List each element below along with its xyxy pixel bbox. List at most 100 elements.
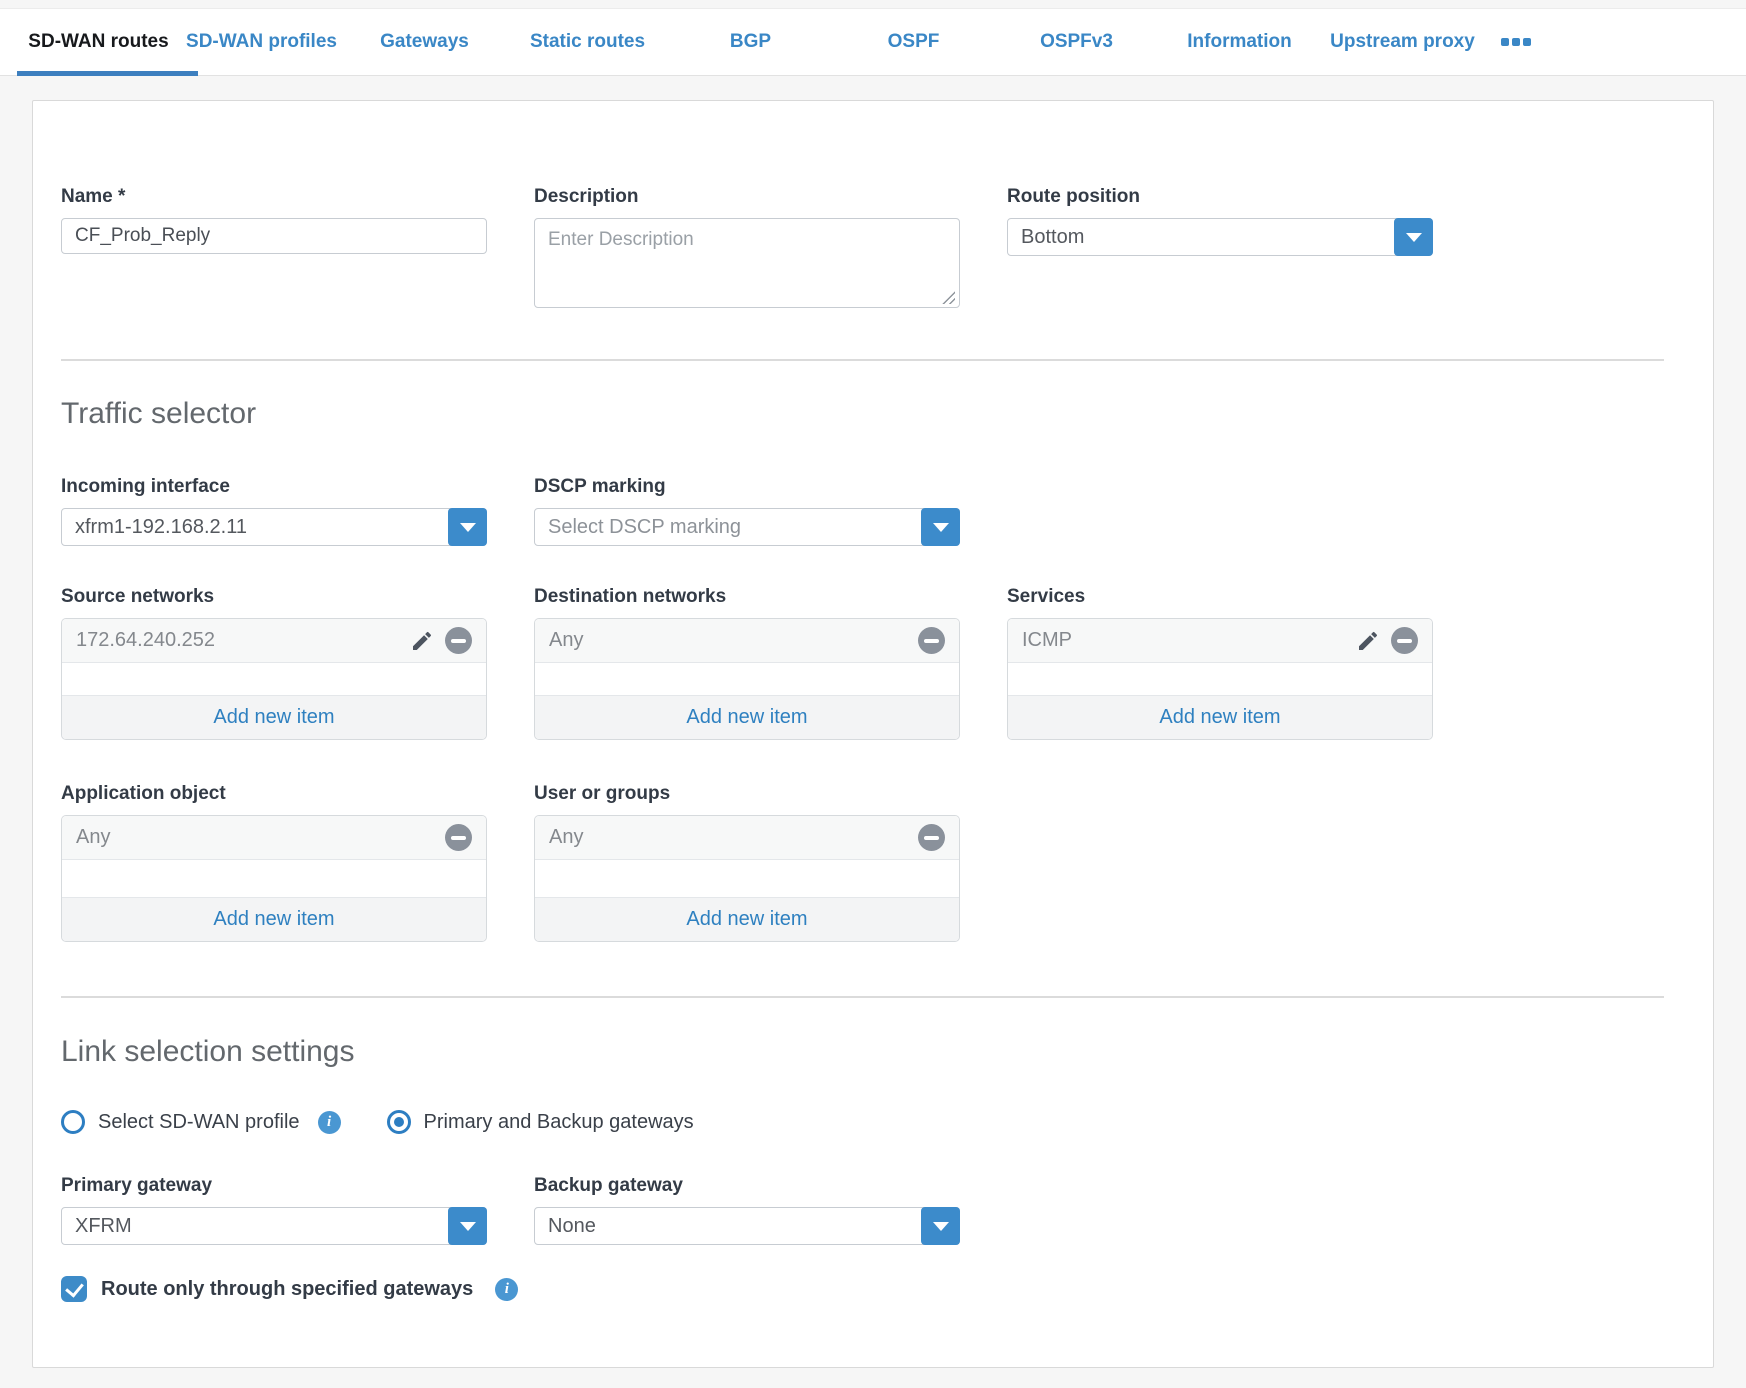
tab-sdwan-routes[interactable]: SD-WAN routes bbox=[17, 9, 198, 76]
dscp-marking-placeholder: Select DSCP marking bbox=[548, 515, 742, 538]
primary-gateway-select[interactable]: XFRM bbox=[61, 1207, 487, 1245]
description-field-group: Description bbox=[534, 186, 960, 313]
section-divider bbox=[61, 359, 1664, 361]
info-icon[interactable]: i bbox=[495, 1277, 519, 1301]
ellipsis-icon bbox=[1512, 38, 1520, 46]
services-label: Services bbox=[1007, 586, 1086, 607]
add-new-item-button[interactable]: Add new item bbox=[535, 695, 959, 739]
dscp-marking-label: DSCP marking bbox=[534, 476, 666, 497]
remove-item-icon[interactable] bbox=[1391, 627, 1418, 654]
backup-gateway-select[interactable]: None bbox=[534, 1207, 960, 1245]
list-item-value: 172.64.240.252 bbox=[76, 629, 216, 651]
list-spacer bbox=[62, 663, 486, 695]
source-networks-group: Source networks 172.64.240.252 Add new i… bbox=[61, 586, 487, 740]
list-item: Any bbox=[535, 816, 959, 860]
tab-sdwan-profiles[interactable]: SD-WAN profiles bbox=[186, 31, 337, 52]
description-textarea[interactable] bbox=[534, 218, 960, 308]
description-label: Description bbox=[534, 186, 639, 207]
source-networks-label: Source networks bbox=[61, 586, 215, 607]
radio-select-sdwan-profile[interactable]: Select SD-WAN profile bbox=[61, 1110, 300, 1134]
list-item-value: Any bbox=[76, 826, 111, 848]
add-new-item-button[interactable]: Add new item bbox=[1008, 695, 1432, 739]
gateways-row: Primary gateway XFRM Backup gateway None bbox=[61, 1175, 1685, 1245]
add-new-item-button[interactable]: Add new item bbox=[535, 897, 959, 941]
checkbox-checked-icon[interactable] bbox=[61, 1276, 87, 1302]
chevron-down-icon bbox=[932, 1221, 949, 1231]
dropdown-button[interactable] bbox=[921, 1207, 960, 1245]
tab-ospf[interactable]: OSPF bbox=[887, 31, 940, 52]
name-field-group: Name * bbox=[61, 186, 487, 313]
application-user-row: Application object Any Add new item User… bbox=[61, 783, 1685, 942]
name-label-text: Name bbox=[61, 186, 113, 207]
user-or-groups-group: User or groups Any Add new item bbox=[534, 783, 960, 942]
radio-primary-backup-gateways[interactable]: Primary and Backup gateways bbox=[386, 1110, 694, 1134]
route-position-select[interactable]: Bottom bbox=[1007, 218, 1433, 256]
remove-item-icon[interactable] bbox=[445, 824, 472, 851]
edit-pencil-icon[interactable] bbox=[1356, 629, 1380, 653]
list-item-value: Any bbox=[549, 826, 584, 848]
radio-label: Select SD-WAN profile bbox=[98, 1110, 300, 1133]
incoming-interface-field-group: Incoming interface xfrm1-192.168.2.11 bbox=[61, 476, 487, 546]
backup-gateway-value: None bbox=[548, 1214, 596, 1237]
add-new-item-button[interactable]: Add new item bbox=[62, 695, 486, 739]
route-position-field-group: Route position Bottom bbox=[1007, 186, 1433, 313]
interface-row: Incoming interface xfrm1-192.168.2.11 DS… bbox=[61, 476, 1685, 546]
traffic-selector-title: Traffic selector bbox=[61, 397, 257, 430]
chevron-down-icon bbox=[932, 522, 949, 532]
tab-information[interactable]: Information bbox=[1187, 31, 1292, 52]
remove-item-icon[interactable] bbox=[918, 627, 945, 654]
route-only-checkbox-row: Route only through specified gateways i bbox=[61, 1276, 1685, 1302]
list-item: Any bbox=[62, 816, 486, 860]
general-row: Name * Description Route position Bottom bbox=[61, 186, 1685, 313]
radio-selected-icon[interactable] bbox=[386, 1110, 411, 1134]
tab-bar: SD-WAN routes SD-WAN profiles Gateways S… bbox=[0, 8, 1746, 76]
application-object-group: Application object Any Add new item bbox=[61, 783, 487, 942]
destination-networks-list: Any Add new item bbox=[534, 618, 960, 740]
dropdown-button[interactable] bbox=[448, 508, 487, 546]
chevron-down-icon bbox=[459, 522, 476, 532]
sdwan-route-form-card: Name * Description Route position Bottom… bbox=[32, 100, 1714, 1368]
list-spacer bbox=[62, 860, 486, 897]
application-object-label: Application object bbox=[61, 783, 226, 804]
name-label: Name * bbox=[61, 186, 487, 208]
dropdown-button[interactable] bbox=[921, 508, 960, 546]
destination-networks-label: Destination networks bbox=[534, 586, 727, 607]
name-input[interactable] bbox=[61, 218, 487, 254]
edit-pencil-icon[interactable] bbox=[410, 629, 434, 653]
ellipsis-icon bbox=[1523, 38, 1531, 46]
dropdown-button[interactable] bbox=[448, 1207, 487, 1245]
remove-item-icon[interactable] bbox=[445, 627, 472, 654]
add-new-item-button[interactable]: Add new item bbox=[62, 897, 486, 941]
list-item: 172.64.240.252 bbox=[62, 619, 486, 663]
destination-networks-group: Destination networks Any Add new item bbox=[534, 586, 960, 740]
more-tabs-button[interactable] bbox=[1484, 9, 1548, 75]
backup-gateway-group: Backup gateway None bbox=[534, 1175, 960, 1245]
list-spacer bbox=[535, 663, 959, 695]
route-position-value: Bottom bbox=[1021, 225, 1085, 248]
dscp-field-group: DSCP marking Select DSCP marking bbox=[534, 476, 960, 546]
required-mark: * bbox=[118, 186, 126, 207]
tab-upstream-proxy[interactable]: Upstream proxy bbox=[1330, 31, 1475, 52]
chevron-down-icon bbox=[459, 1221, 476, 1231]
radio-unselected-icon[interactable] bbox=[61, 1110, 85, 1134]
primary-gateway-label: Primary gateway bbox=[61, 1175, 213, 1196]
route-position-label: Route position bbox=[1007, 186, 1140, 207]
dropdown-button[interactable] bbox=[1394, 218, 1433, 256]
tab-bgp[interactable]: BGP bbox=[729, 31, 772, 52]
link-selection-title: Link selection settings bbox=[61, 1035, 355, 1068]
tab-gateways[interactable]: Gateways bbox=[380, 31, 469, 52]
tab-ospfv3[interactable]: OSPFv3 bbox=[1040, 31, 1113, 52]
link-selection-radio-row: Select SD-WAN profile i Primary and Back… bbox=[61, 1110, 1685, 1134]
section-divider bbox=[61, 996, 1664, 998]
incoming-interface-select[interactable]: xfrm1-192.168.2.11 bbox=[61, 508, 487, 546]
incoming-interface-value: xfrm1-192.168.2.11 bbox=[75, 515, 247, 538]
source-networks-list: 172.64.240.252 Add new item bbox=[61, 618, 487, 740]
info-icon[interactable]: i bbox=[317, 1110, 341, 1134]
dscp-marking-select[interactable]: Select DSCP marking bbox=[534, 508, 960, 546]
incoming-interface-label: Incoming interface bbox=[61, 476, 230, 497]
list-item-value: ICMP bbox=[1022, 629, 1072, 651]
networks-row: Source networks 172.64.240.252 Add new i… bbox=[61, 586, 1685, 740]
remove-item-icon[interactable] bbox=[918, 824, 945, 851]
tab-static-routes[interactable]: Static routes bbox=[529, 31, 646, 52]
radio-label: Primary and Backup gateways bbox=[423, 1110, 694, 1133]
